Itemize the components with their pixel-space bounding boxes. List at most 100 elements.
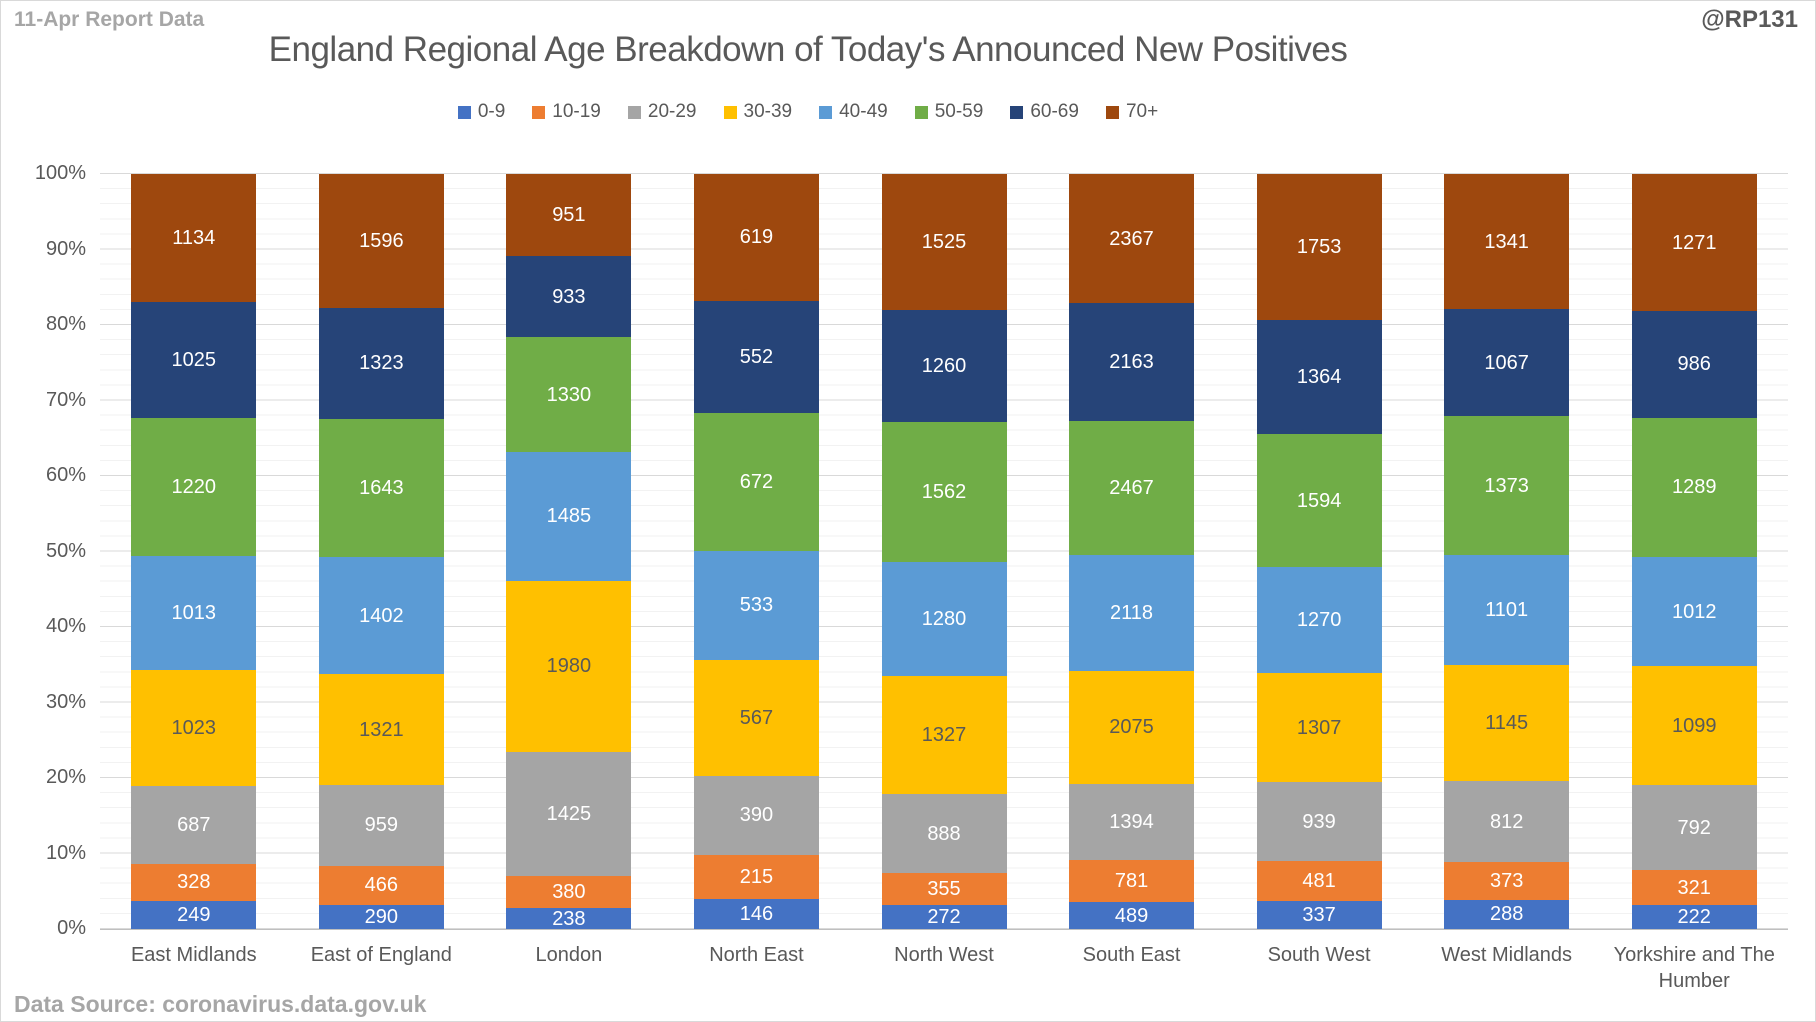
bar-segment-south-east-20-29: 1394 (1069, 783, 1195, 860)
bar-segment-south-east-40-49: 2118 (1069, 555, 1195, 671)
bar-segment-north-east-40-49: 533 (693, 550, 819, 660)
bar-segment-south-west-30-39: 1307 (1256, 673, 1382, 783)
y-axis-tick-label: 30% (45, 690, 86, 713)
bar-segment-east-of-england-10-19: 466 (318, 865, 444, 905)
bar-segment-east-midlands-40-49: 1013 (131, 555, 257, 671)
bar-segment-north-east-70: 619 (693, 174, 819, 301)
bar-segment-south-west-10-19: 481 (1256, 860, 1382, 901)
bar-segment-south-east-0-9: 489 (1069, 902, 1195, 929)
bar-segment-north-west-30-39: 1327 (881, 675, 1007, 794)
bar-segment-east-of-england-40-49: 1402 (318, 556, 444, 675)
bar-segment-london-30-39: 1980 (506, 580, 632, 753)
x-axis-label-south-west: South West (1267, 944, 1371, 966)
bar-segment-east-midlands-10-19: 328 (131, 863, 257, 901)
bar-segment-north-east-10-19: 215 (693, 855, 819, 900)
bar-west-midlands: 1341 1067 1373 1101 1145 812 373 288 (1444, 174, 1570, 929)
bar-london: 951 933 1330 1485 1980 1425 380 238 (506, 174, 632, 930)
legend-swatch-icon (819, 105, 833, 119)
legend-item-20-29: 20-29 (627, 101, 697, 123)
bar-segment-east-midlands-70: 1134 (131, 174, 257, 303)
chart-legend: 0-9 10-19 20-29 30-39 40-49 50-59 60-69 70+ (0, 101, 1616, 123)
bar-segment-south-east-70: 2367 (1069, 174, 1195, 303)
legend-item-0-9: 0-9 (457, 101, 506, 123)
legend-item-60-69: 60-69 (1010, 101, 1079, 123)
bar-segment-london-0-9: 238 (506, 908, 632, 930)
x-axis-label-north-west: North West (894, 944, 994, 966)
legend-swatch-icon (1010, 105, 1024, 119)
bar-segment-south-west-20-29: 939 (1256, 782, 1382, 861)
bar-segment-south-east-50-59: 2467 (1069, 420, 1195, 556)
bar-segment-south-east-30-39: 2075 (1069, 670, 1195, 784)
bar-segment-south-east-10-19: 781 (1069, 859, 1195, 903)
legend-item-70: 70+ (1105, 101, 1159, 123)
legend-label: 0-9 (477, 101, 506, 122)
bar-east-of-england: 1596 1323 1643 1402 1321 959 466 290 (318, 174, 444, 929)
legend-label: 30-39 (743, 101, 793, 122)
bar-segment-london-40-49: 1485 (506, 452, 632, 581)
bar-segment-west-midlands-60-69: 1067 (1444, 309, 1570, 417)
bar-segment-south-west-0-9: 337 (1256, 900, 1382, 929)
bar-south-west: 1753 1364 1594 1270 1307 939 481 337 (1256, 174, 1382, 929)
bar-segment-west-midlands-0-9: 288 (1444, 900, 1570, 929)
chart-title: England Regional Age Breakdown of Today'… (268, 30, 1348, 69)
legend-swatch-icon (532, 105, 546, 119)
bar-segment-east-midlands-60-69: 1025 (131, 302, 257, 419)
y-axis-tick-label: 0% (57, 917, 86, 939)
bar-segment-north-east-50-59: 672 (693, 413, 819, 551)
legend-label: 40-49 (839, 101, 888, 122)
bar-segment-yorkshire-and-the-humber-30-39: 1099 (1631, 666, 1757, 785)
bar-segment-london-50-59: 1330 (506, 337, 632, 453)
y-axis-tick-label: 10% (45, 841, 86, 864)
legend-item-40-49: 40-49 (819, 101, 888, 123)
x-axis-label-west-midlands: West Midlands (1441, 944, 1573, 966)
bar-north-east: 619 552 672 533 567 390 215 146 (693, 174, 819, 929)
bar-segment-east-of-england-50-59: 1643 (318, 418, 444, 557)
bar-segment-south-west-60-69: 1364 (1256, 320, 1382, 435)
bar-segment-yorkshire-and-the-humber-60-69: 986 (1631, 311, 1757, 418)
y-axis-tick-label: 40% (45, 615, 86, 637)
bar-segment-east-of-england-30-39: 1321 (318, 674, 444, 786)
bar-segment-north-west-60-69: 1260 (881, 309, 1007, 423)
bar-segment-east-of-england-0-9: 290 (318, 904, 444, 929)
author-watermark: @RP131 (1701, 6, 1798, 33)
bar-segment-north-west-10-19: 355 (881, 873, 1007, 905)
bar-segment-yorkshire-and-the-humber-70: 1271 (1631, 174, 1757, 312)
y-axis-tick-label: 70% (45, 388, 86, 411)
legend-swatch-icon (914, 105, 928, 119)
y-axis-tick-label: 20% (45, 766, 86, 788)
legend-swatch-icon (457, 105, 471, 119)
bar-segment-yorkshire-and-the-humber-40-49: 1012 (1631, 556, 1757, 667)
y-axis-tick-label: 90% (45, 237, 86, 260)
x-axis-label-london: London (535, 944, 603, 966)
legend-swatch-icon (1105, 105, 1119, 119)
report-date-label: 11-Apr Report Data (14, 8, 205, 31)
bar-segment-london-70: 951 (506, 174, 632, 257)
legend-item-50-59: 50-59 (914, 101, 983, 123)
legend-label: 10-19 (552, 101, 601, 122)
bar-segment-north-west-50-59: 1562 (881, 422, 1007, 562)
bar-north-west: 1525 1260 1562 1280 1327 888 355 272 (881, 174, 1007, 929)
plot-area: 1134 1025 1220 1013 1023 687 328 249 1596 1323 164… (100, 173, 1788, 930)
bar-segment-east-of-england-60-69: 1323 (318, 307, 444, 419)
legend-label: 70+ (1125, 101, 1159, 122)
bar-segment-west-midlands-70: 1341 (1444, 174, 1570, 309)
y-axis-tick-label: 100% (34, 162, 86, 184)
bar-segment-yorkshire-and-the-humber-20-29: 792 (1631, 784, 1757, 871)
bar-south-east: 2367 2163 2467 2118 2075 1394 781 489 (1069, 174, 1195, 929)
legend-label: 20-29 (647, 101, 697, 122)
bar-segment-south-east-60-69: 2163 (1069, 303, 1195, 421)
bar-segment-south-west-50-59: 1594 (1256, 434, 1382, 568)
bar-segment-east-of-england-70: 1596 (318, 174, 444, 308)
bar-segment-west-midlands-30-39: 1145 (1444, 665, 1570, 781)
data-source-label: Data Source: coronavirus.data.gov.uk (14, 991, 427, 1017)
bar-segment-north-east-30-39: 567 (693, 659, 819, 776)
bar-yorkshire-and-the-humber: 1271 986 1289 1012 1099 792 321 222 (1631, 174, 1757, 929)
bar-segment-north-west-0-9: 272 (881, 904, 1007, 929)
bar-segment-east-midlands-0-9: 249 (131, 900, 257, 929)
bar-segment-west-midlands-10-19: 373 (1444, 862, 1570, 900)
y-axis-tick-label: 60% (45, 464, 86, 486)
bar-segment-east-of-england-20-29: 959 (318, 785, 444, 866)
x-axis-label-north-east: North East (709, 944, 804, 966)
x-axis-label-south-east: South East (1082, 944, 1181, 966)
legend-swatch-icon (723, 105, 737, 119)
